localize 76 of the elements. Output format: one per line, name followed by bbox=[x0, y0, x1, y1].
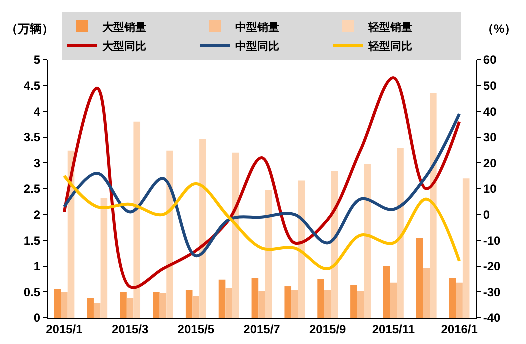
y-axis-title: （万辆） bbox=[6, 22, 54, 36]
y2-axis-title: （%） bbox=[482, 22, 517, 36]
legend-label: 轻型销量 bbox=[368, 20, 412, 34]
bar bbox=[350, 284, 358, 318]
legend-label: 中型销量 bbox=[236, 20, 280, 34]
x-tick-label: 2015/5 bbox=[178, 322, 215, 336]
bar bbox=[120, 292, 127, 318]
y-tick-label: 2 bbox=[34, 208, 41, 222]
y2-tick-label: -40 bbox=[483, 311, 502, 326]
y2-tick-label: 50 bbox=[483, 79, 498, 93]
y-tick-label: 3.5 bbox=[24, 130, 41, 145]
y-tick-label: 3 bbox=[34, 156, 41, 170]
y-tick-label: 4.5 bbox=[24, 79, 41, 93]
x-tick-label: 2015/3 bbox=[112, 322, 149, 336]
bar bbox=[383, 266, 390, 318]
bar bbox=[126, 298, 134, 318]
bar bbox=[462, 178, 470, 318]
bar bbox=[423, 268, 430, 318]
line-series bbox=[62, 76, 462, 289]
bar bbox=[232, 152, 240, 318]
bar bbox=[252, 278, 259, 318]
bar bbox=[87, 298, 94, 318]
bar bbox=[200, 138, 206, 318]
y2-tick-label: -20 bbox=[483, 260, 502, 274]
x-tick-label: 2015/7 bbox=[244, 322, 281, 336]
y-tick-label: 0 bbox=[34, 311, 41, 326]
line-series bbox=[62, 112, 462, 258]
bar bbox=[61, 292, 68, 318]
y-tick-label: 0.5 bbox=[24, 285, 41, 300]
bar bbox=[160, 293, 167, 318]
y-tick-label: 2.5 bbox=[24, 182, 41, 196]
bar bbox=[318, 279, 324, 318]
bar bbox=[134, 122, 141, 318]
bar bbox=[192, 296, 200, 318]
bar bbox=[456, 282, 463, 318]
x-tick-label: 2015/11 bbox=[372, 322, 416, 336]
bar bbox=[100, 198, 108, 318]
bar bbox=[397, 148, 404, 318]
y-tick-label: 5 bbox=[34, 53, 41, 68]
bar bbox=[226, 288, 232, 318]
y2-tick-label: 40 bbox=[483, 104, 498, 119]
y2-tick-label: 20 bbox=[483, 156, 498, 170]
bar bbox=[166, 150, 174, 318]
x-tick-label: 2015/1 bbox=[46, 322, 84, 336]
bar bbox=[430, 93, 437, 318]
y-tick-label: 1.5 bbox=[24, 234, 41, 248]
bar bbox=[284, 286, 292, 318]
y-tick-label: 1 bbox=[34, 260, 41, 274]
bar bbox=[54, 289, 62, 318]
bar bbox=[390, 282, 398, 318]
bar bbox=[324, 290, 332, 318]
line-series bbox=[62, 174, 462, 270]
bar bbox=[449, 278, 456, 318]
y2-tick-label: -30 bbox=[483, 285, 502, 300]
y2-tick-label: 30 bbox=[483, 130, 498, 145]
legend-label: 大型同比 bbox=[102, 40, 146, 53]
bar bbox=[292, 290, 298, 318]
bar bbox=[357, 291, 364, 318]
x-tick-label: 2016/1 bbox=[441, 322, 478, 336]
y2-tick-label: 60 bbox=[483, 53, 498, 68]
legend-label: 中型同比 bbox=[236, 40, 280, 53]
bar bbox=[416, 238, 424, 318]
bar bbox=[218, 280, 226, 318]
y2-tick-label: -10 bbox=[483, 234, 502, 248]
legend-label: 轻型同比 bbox=[368, 40, 412, 53]
y2-tick-label: 0 bbox=[483, 208, 490, 222]
y-tick-label: 4 bbox=[34, 104, 41, 119]
bar bbox=[364, 164, 371, 318]
bar bbox=[186, 290, 193, 318]
legend-label: 大型销量 bbox=[102, 20, 146, 34]
bar bbox=[153, 292, 160, 318]
bar bbox=[265, 190, 272, 318]
x-tick-label: 2015/9 bbox=[310, 322, 347, 336]
bar bbox=[258, 291, 266, 318]
bar bbox=[94, 303, 101, 318]
y2-tick-label: 10 bbox=[483, 182, 498, 196]
